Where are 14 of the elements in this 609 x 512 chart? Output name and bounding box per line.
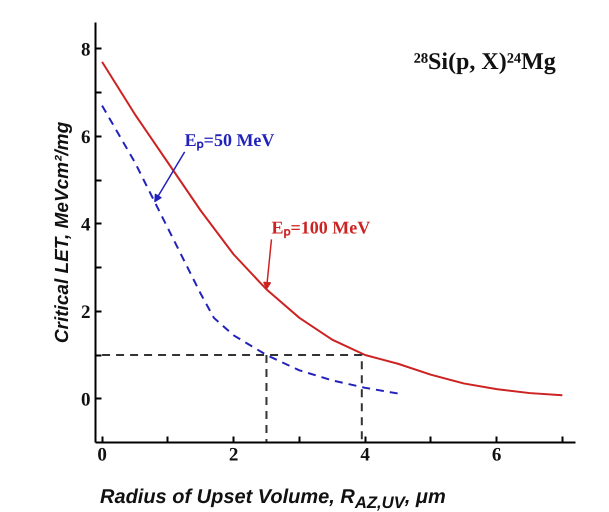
y-tick-label: 0 bbox=[81, 389, 90, 410]
text: Eₚ=100 MeV bbox=[271, 217, 370, 238]
x-tick-label: 6 bbox=[492, 444, 502, 466]
y-tick-label: 2 bbox=[81, 302, 90, 323]
y-tick-label: 4 bbox=[81, 214, 91, 236]
x-axis-title: Radius of Upset Volume, R$_{AZ,UV}$, μm bbox=[100, 485, 446, 512]
y-tick-label: 8 bbox=[81, 39, 90, 60]
x-tick-label: 2 bbox=[228, 444, 238, 466]
y-axis-title: Critical LET, MeVcm²/mg bbox=[52, 121, 73, 344]
x-tick-label: 0 bbox=[97, 444, 107, 466]
y-tick-label: 6 bbox=[81, 126, 90, 148]
text: ²⁸Si(p, X)²⁴Mg bbox=[414, 49, 556, 75]
x-tick-label: 4 bbox=[360, 444, 370, 466]
text: Eₚ=50 MeV bbox=[184, 130, 274, 151]
